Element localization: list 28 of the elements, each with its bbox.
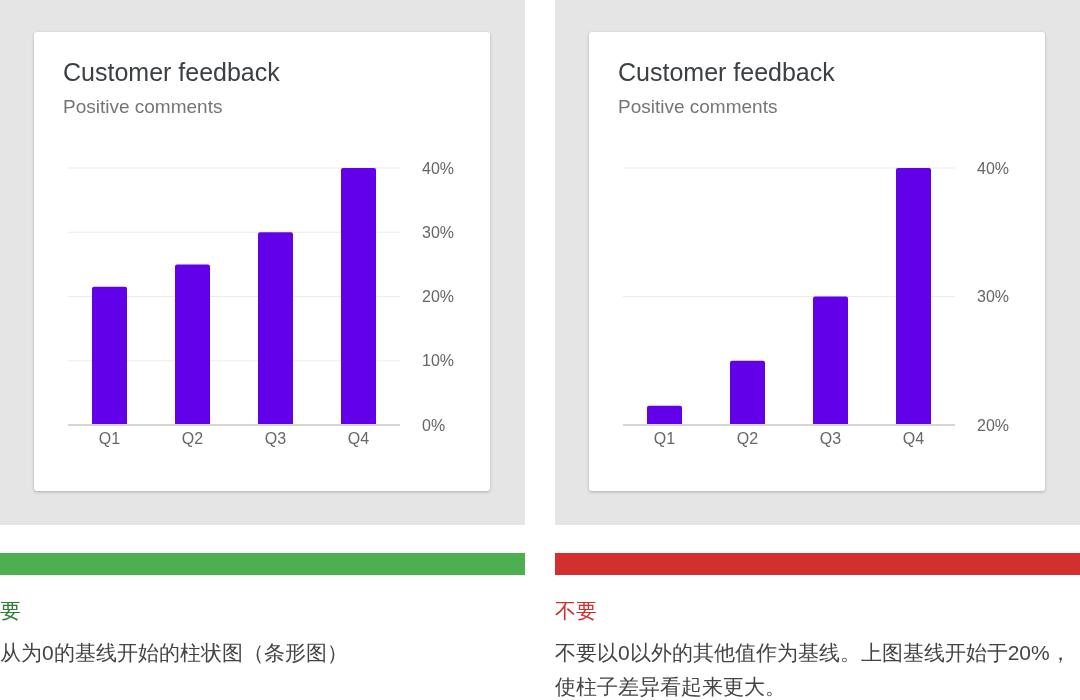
y-tick-label: 20% xyxy=(977,416,1010,434)
chart-title: Customer feedback xyxy=(618,58,835,87)
chart-subtitle: Positive comments xyxy=(618,96,778,118)
y-tick-label: 10% xyxy=(422,352,455,370)
y-tick-label: 30% xyxy=(422,223,455,241)
y-tick-label: 40% xyxy=(977,159,1010,177)
bar xyxy=(341,168,376,425)
text: 不要以0以外的其他值作为基线。上图基线开始于20%，使柱子差异看起来更大。 xyxy=(555,640,1072,700)
chart-title: Customer feedback xyxy=(63,58,280,87)
bar xyxy=(92,286,127,425)
chart-subtitle: Positive comments xyxy=(63,96,223,118)
y-tick-label: 40% xyxy=(422,159,455,177)
y-tick-label: 30% xyxy=(977,288,1010,306)
x-tick-label: Q2 xyxy=(736,430,759,448)
x-tick-label: Q3 xyxy=(819,430,842,448)
y-tick-label: 20% xyxy=(422,288,455,306)
x-tick-label: Q1 xyxy=(653,430,676,448)
x-tick-label: Q4 xyxy=(347,430,370,448)
text: 要 xyxy=(0,598,22,624)
x-tick-label: Q1 xyxy=(98,430,121,448)
bar xyxy=(258,232,293,425)
x-tick-label: Q3 xyxy=(264,430,287,448)
x-tick-label: Q4 xyxy=(902,430,925,448)
text: 从为0的基线开始的柱状图（条形图） xyxy=(0,640,349,666)
x-tick-label: Q2 xyxy=(181,430,204,448)
text: 不要 xyxy=(555,598,598,624)
bar xyxy=(175,264,210,425)
y-tick-label: 0% xyxy=(422,416,446,434)
